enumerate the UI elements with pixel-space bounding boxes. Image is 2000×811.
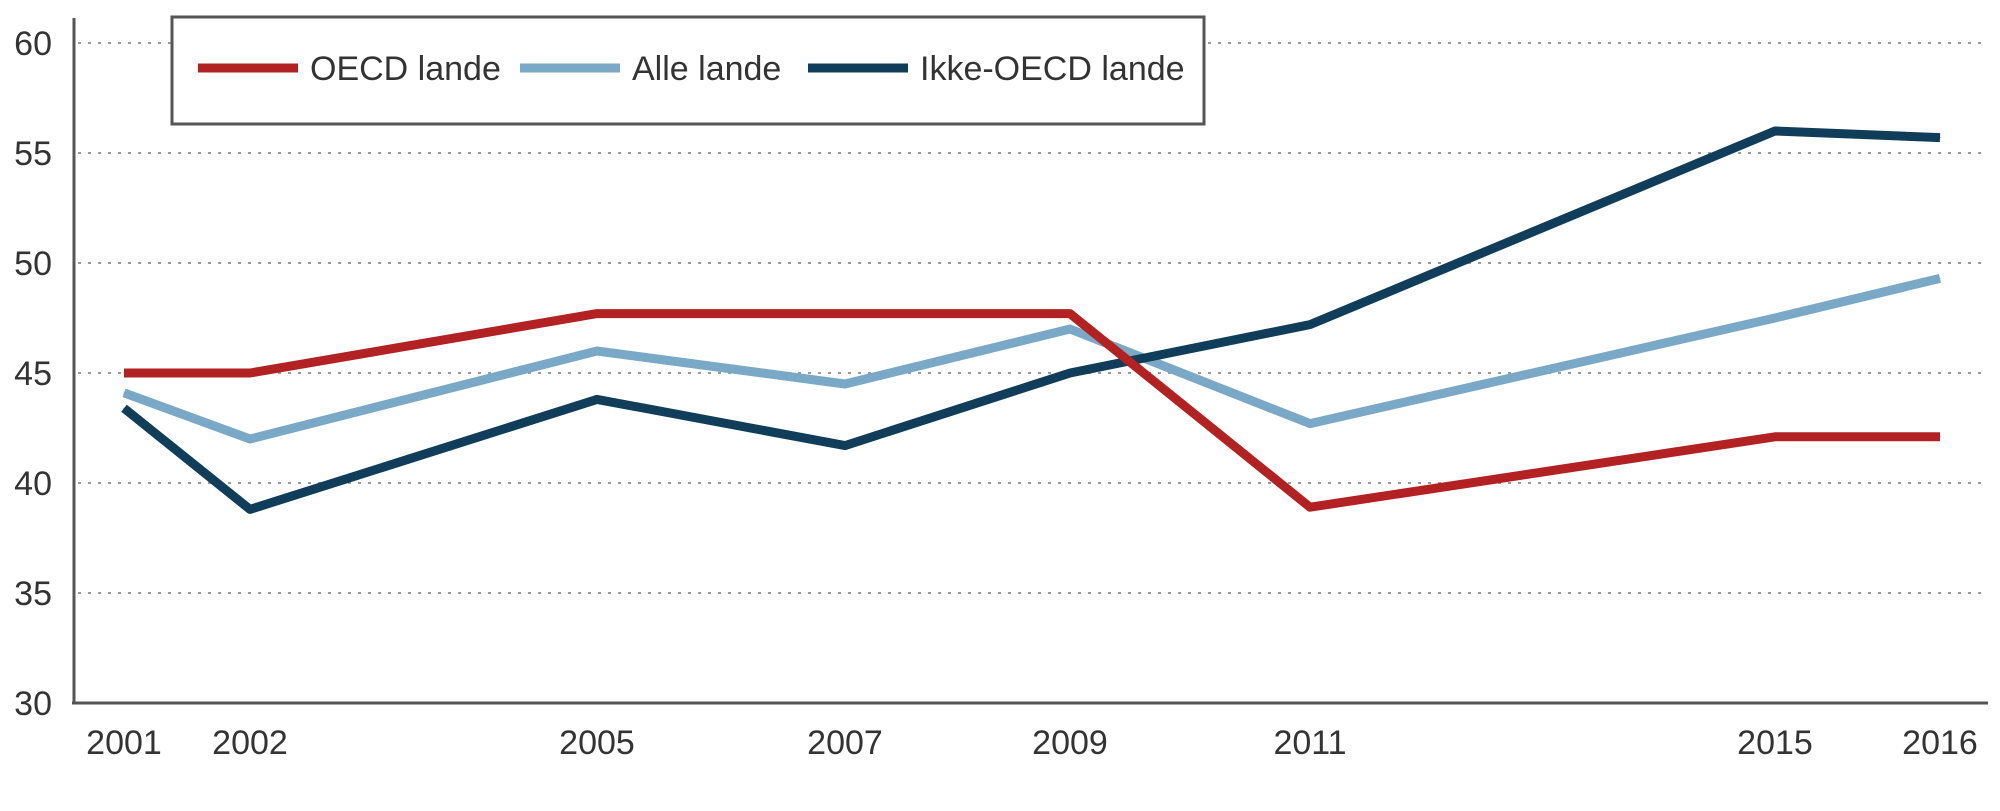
series-line-ikke-oecd-lande — [121, 126, 1941, 514]
data-point — [1069, 328, 1071, 330]
data-point — [1774, 317, 1776, 319]
y-axis-ticks: 30 35 40 45 50 55 60 — [14, 25, 52, 723]
x-axis-ticks: 2001 2002 2005 2007 2009 2011 2015 2016 — [86, 724, 1978, 762]
legend-item: Alle lande — [520, 50, 781, 88]
series-lines — [121, 126, 1942, 514]
series-line-oecd-lande — [124, 309, 1940, 512]
legend: OECD lande Alle lande Ikke-OECD lande — [170, 15, 1206, 126]
data-point — [1309, 423, 1311, 425]
y-tick-label: 55 — [14, 135, 52, 173]
x-tick-label: 2001 — [86, 724, 162, 762]
x-tick-label: 2007 — [807, 724, 883, 762]
data-point — [123, 372, 125, 374]
grid-lines — [78, 42, 1988, 594]
data-point — [844, 445, 846, 447]
data-point — [1309, 506, 1311, 508]
y-tick-label: 35 — [14, 575, 52, 613]
x-tick-label: 2011 — [1273, 724, 1346, 762]
data-point — [1069, 372, 1071, 374]
data-point — [1939, 277, 1941, 279]
data-point — [249, 438, 251, 440]
data-point — [249, 372, 251, 374]
legend-label: OECD lande — [310, 50, 501, 88]
data-point — [596, 313, 598, 315]
x-tick-label: 2016 — [1902, 724, 1978, 762]
x-tick-label: 2005 — [559, 724, 635, 762]
data-point — [596, 398, 598, 400]
legend-box — [170, 15, 1206, 126]
data-point — [123, 392, 125, 394]
data-point — [1774, 436, 1776, 438]
y-tick-label: 50 — [14, 245, 52, 283]
data-point — [1939, 137, 1941, 139]
legend-item: Ikke-OECD lande — [808, 50, 1185, 88]
legend-item: OECD lande — [198, 50, 501, 88]
x-tick-label: 2009 — [1032, 724, 1108, 762]
series-line-alle-lande — [122, 274, 1942, 444]
data-point — [844, 313, 846, 315]
data-point — [123, 407, 125, 409]
y-tick-label: 45 — [14, 355, 52, 393]
y-tick-label: 40 — [14, 465, 52, 503]
x-tick-label: 2002 — [212, 724, 288, 762]
data-point — [1774, 130, 1776, 132]
data-point — [596, 350, 598, 352]
data-point — [249, 508, 251, 510]
data-point — [1939, 436, 1941, 438]
data-point — [1309, 324, 1311, 326]
data-point — [1069, 313, 1071, 315]
legend-label: Ikke-OECD lande — [920, 50, 1185, 88]
legend-label: Alle lande — [632, 50, 781, 88]
y-tick-label: 60 — [14, 25, 52, 63]
y-tick-label: 30 — [14, 685, 52, 723]
x-tick-label: 2015 — [1737, 724, 1813, 762]
data-point — [844, 383, 846, 385]
